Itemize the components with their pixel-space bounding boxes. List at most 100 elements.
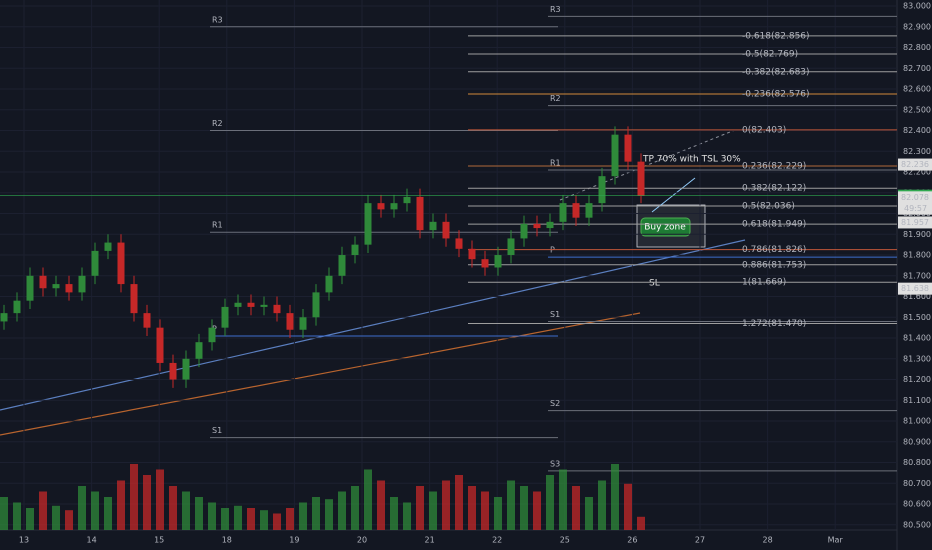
candle-body bbox=[468, 248, 476, 260]
pivot-label: S1 bbox=[550, 310, 560, 319]
pivot-label: S2 bbox=[550, 399, 560, 408]
fib-label: 1.272(81.470) bbox=[742, 319, 806, 329]
volume-bar bbox=[39, 491, 47, 530]
x-tick-label: 22 bbox=[492, 536, 502, 545]
x-tick-label: 20 bbox=[357, 536, 367, 545]
y-tick-label: 81.200 bbox=[903, 375, 931, 384]
trend-line bbox=[0, 239, 746, 411]
moving-average bbox=[0, 312, 641, 436]
candle-body bbox=[65, 284, 73, 293]
y-tick-label: 83.000 bbox=[903, 2, 931, 11]
y-tick-label: 81.800 bbox=[903, 251, 931, 260]
fib-label: -0.382(82.683) bbox=[742, 67, 810, 77]
x-tick-label: 13 bbox=[19, 536, 29, 545]
y-tick-label: 80.700 bbox=[903, 479, 931, 488]
candle-body bbox=[208, 327, 216, 343]
volume-bar bbox=[26, 508, 34, 530]
candle-body bbox=[299, 317, 307, 330]
volume-bar bbox=[312, 497, 320, 530]
volume-bar bbox=[130, 464, 138, 530]
candle-body bbox=[572, 203, 580, 218]
candle-body bbox=[273, 304, 281, 314]
price-tag-box bbox=[898, 158, 932, 171]
tp-annotation: TP 70% with TSL 30% bbox=[642, 155, 741, 165]
pivot-label: R2 bbox=[212, 119, 223, 128]
candle-body bbox=[507, 238, 515, 256]
x-tick-label: 26 bbox=[627, 536, 637, 545]
countdown: 49:57 bbox=[904, 204, 927, 213]
volume-bar bbox=[442, 480, 450, 530]
y-tick-label: 80.600 bbox=[903, 500, 931, 509]
candle-body bbox=[169, 362, 177, 380]
volume-bar bbox=[65, 510, 73, 530]
fib-label: 0.786(81.826) bbox=[742, 245, 806, 255]
y-tick-label: 81.400 bbox=[903, 334, 931, 343]
volume-bar bbox=[13, 502, 21, 530]
volume-bar bbox=[143, 475, 151, 530]
volume-bar bbox=[611, 464, 619, 530]
candle-body bbox=[416, 196, 424, 231]
x-tick-label: 25 bbox=[560, 536, 570, 545]
buy-zone-label-box bbox=[640, 217, 691, 237]
volume-bar bbox=[533, 491, 541, 530]
y-tick-label: 80.900 bbox=[903, 437, 931, 446]
candle-body bbox=[52, 284, 60, 289]
pivot-label: R3 bbox=[550, 5, 561, 14]
candle-body bbox=[78, 275, 86, 293]
y-tick-label: 82.200 bbox=[903, 168, 931, 177]
volume-bar bbox=[585, 497, 593, 530]
candle-body bbox=[481, 259, 489, 268]
x-tick-label: 14 bbox=[87, 536, 97, 545]
candle-body bbox=[143, 313, 151, 328]
price-tag-box bbox=[898, 191, 932, 204]
candle-body bbox=[117, 242, 125, 285]
volume-bar bbox=[91, 491, 99, 530]
volume-bar bbox=[403, 502, 411, 530]
fib-label: 0.382(82.122) bbox=[742, 184, 806, 194]
y-tick-label: 82.700 bbox=[903, 64, 931, 73]
volume-bar bbox=[104, 497, 112, 530]
countdown-box bbox=[898, 202, 932, 215]
candle-body bbox=[403, 196, 411, 204]
candle-body bbox=[26, 275, 34, 301]
y-tick-label: 82.300 bbox=[903, 147, 931, 156]
candle-body bbox=[0, 313, 8, 322]
volume-bar bbox=[273, 513, 281, 530]
y-tick-label: 81.100 bbox=[903, 396, 931, 405]
x-tick-label: 19 bbox=[289, 536, 299, 545]
candle-body bbox=[39, 275, 47, 289]
candle-body bbox=[520, 223, 528, 239]
candle-body bbox=[637, 161, 645, 196]
candle-body bbox=[494, 255, 502, 268]
y-tick-label: 80.500 bbox=[903, 520, 931, 529]
x-tick-label: 21 bbox=[425, 536, 435, 545]
fib-label: 0.618(81.949) bbox=[742, 220, 806, 230]
y-tick-label: 82.800 bbox=[903, 43, 931, 52]
candle-body bbox=[156, 327, 164, 363]
volume-bar bbox=[351, 486, 359, 530]
pivot-label: R1 bbox=[212, 221, 223, 230]
candle-body bbox=[130, 284, 138, 314]
y-tick-label: 82.500 bbox=[903, 105, 931, 114]
y-tick-label: 80.800 bbox=[903, 458, 931, 467]
candle-body bbox=[585, 203, 593, 218]
volume-bar bbox=[546, 475, 554, 530]
volume-bar bbox=[234, 505, 242, 530]
candle-body bbox=[611, 134, 619, 177]
fib-label: -0.236(82.576) bbox=[742, 89, 810, 99]
y-tick-label: 81.600 bbox=[903, 292, 931, 301]
price-tag-box bbox=[898, 216, 932, 229]
pivot-label: R3 bbox=[212, 15, 223, 24]
x-tick-label: 28 bbox=[763, 536, 773, 545]
volume-bar bbox=[507, 480, 515, 530]
volume-bar bbox=[195, 497, 203, 530]
volume-bar bbox=[455, 475, 463, 530]
candle-body bbox=[338, 255, 346, 276]
candle-body bbox=[624, 134, 632, 162]
volume-bar bbox=[494, 497, 502, 530]
buy-zone-text: Buy zone bbox=[644, 223, 686, 233]
fib-label: 0.5(82.036) bbox=[742, 202, 795, 212]
candle-body bbox=[377, 203, 385, 210]
fib-label: 0(82.403) bbox=[742, 125, 786, 135]
